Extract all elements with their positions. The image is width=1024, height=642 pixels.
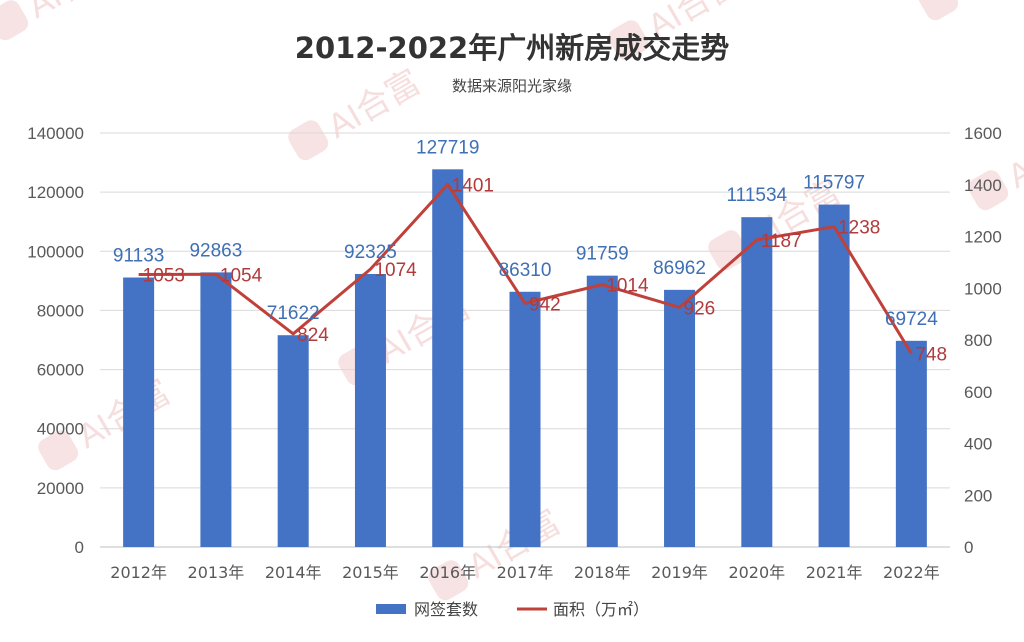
bar	[432, 169, 464, 548]
watermark-logo-icon	[0, 0, 29, 41]
legend: 网签套数 面积（万㎡）	[376, 600, 649, 619]
bar-data-labels: 91133 92863 71622 92325 127719 86310 91759 8696…	[113, 137, 938, 329]
x-tick-label: 2020年	[728, 563, 785, 582]
line-data-label: 1401	[452, 175, 494, 196]
watermark-logo-icon	[918, 0, 959, 21]
x-tick-label: 2015年	[342, 563, 399, 582]
watermark: AI合富	[0, 0, 127, 41]
bar	[200, 272, 232, 547]
y-right-tick-label: 600	[964, 383, 992, 402]
x-tick-label: 2017年	[497, 563, 554, 582]
y-axis-left: 0 20000 40000 60000 80000 100000 120000 140000	[27, 124, 84, 557]
bar-data-label: 127719	[416, 137, 479, 158]
line-path	[138, 182, 913, 355]
chart-subtitle: 数据来源阳光家缘	[452, 77, 572, 95]
x-tick-label: 2013年	[188, 563, 245, 582]
line-data-label: 1054	[220, 265, 263, 286]
legend-line-label: 面积（万㎡）	[553, 600, 649, 619]
bar-data-label: 69724	[885, 309, 938, 330]
y-right-tick-label: 400	[964, 435, 992, 454]
x-tick-label: 2018年	[574, 563, 631, 582]
line-series	[138, 182, 913, 355]
watermark-logo-icon	[288, 120, 329, 161]
bar-data-label: 111534	[727, 185, 788, 206]
x-tick-label: 2022年	[883, 563, 940, 582]
bar-data-label: 91133	[113, 246, 164, 267]
bar	[741, 217, 773, 547]
x-tick-label: 2019年	[651, 563, 708, 582]
chart-title: 2012-2022年广州新房成交走势	[295, 31, 729, 65]
bar	[664, 289, 696, 547]
line-data-label: 824	[297, 325, 329, 346]
y-left-tick-label: 20000	[37, 479, 84, 498]
legend-bar-label: 网签套数	[414, 600, 478, 619]
bar-data-label: 86310	[499, 260, 552, 281]
y-right-tick-label: 1000	[964, 279, 1002, 298]
bar	[509, 291, 541, 547]
watermark-logo-icon	[38, 430, 79, 471]
bar	[586, 275, 618, 547]
y-right-tick-label: 0	[964, 538, 973, 557]
line-data-label: 1053	[143, 266, 185, 287]
bar-data-label: 71622	[267, 303, 320, 324]
line-data-label: 1187	[761, 231, 802, 252]
line-data-label: 1014	[606, 276, 649, 297]
bar	[818, 204, 850, 548]
y-left-tick-label: 0	[75, 538, 84, 557]
y-left-tick-label: 80000	[37, 301, 84, 320]
y-right-tick-label: 1400	[964, 176, 1002, 195]
y-right-tick-label: 1200	[964, 228, 1002, 247]
bar	[123, 277, 155, 547]
bar	[895, 340, 927, 547]
x-tick-label: 2012年	[110, 563, 167, 582]
line-data-labels: 1053 1054 824 1074 1401 942 1014 926 1187 1238 748	[143, 175, 947, 365]
bar-data-label: 92863	[189, 240, 242, 261]
x-tick-label: 2014年	[265, 563, 322, 582]
bar-data-label: 115797	[803, 173, 865, 194]
line-data-label: 1238	[838, 218, 880, 239]
line-data-label: 748	[915, 344, 947, 365]
y-axis-right: 0 200 400 600 800 1000 1200 1400 1600	[964, 124, 1002, 557]
y-left-tick-label: 140000	[27, 124, 84, 143]
bar-data-label: 92325	[344, 242, 397, 263]
watermark-logo-icon	[428, 560, 469, 601]
line-data-label: 942	[529, 294, 561, 315]
bar-data-label: 91759	[576, 244, 629, 265]
line-data-label: 926	[684, 298, 716, 319]
y-left-tick-label: 100000	[27, 242, 84, 261]
watermark-text: AI合富	[1001, 113, 1024, 196]
y-right-tick-label: 800	[964, 331, 992, 350]
watermark-text: AI合富	[951, 0, 1024, 6]
y-right-tick-label: 1600	[964, 124, 1002, 143]
watermark: AI合富	[288, 63, 427, 161]
line-data-label: 1074	[374, 260, 417, 281]
watermark: AI合富	[918, 0, 1024, 21]
y-left-tick-label: 60000	[37, 361, 84, 380]
x-tick-label: 2021年	[806, 563, 863, 582]
bar	[354, 273, 386, 547]
x-tick-label: 2016年	[419, 563, 476, 582]
legend-bar-swatch	[376, 604, 406, 614]
y-left-tick-label: 120000	[27, 183, 84, 202]
y-left-tick-label: 40000	[37, 420, 84, 439]
watermark-logo-icon	[968, 170, 1009, 211]
y-right-tick-label: 200	[964, 486, 992, 505]
bar	[277, 335, 309, 547]
watermark-text: AI合富	[21, 0, 127, 26]
bar-data-label: 86962	[653, 258, 706, 279]
x-axis: 2012年 2013年 2014年 2015年 2016年 2017年 2018年 2019年…	[110, 563, 939, 582]
bar-series	[123, 169, 927, 548]
watermark-logo-icon	[608, 20, 649, 61]
watermark-logo-icon	[708, 230, 749, 271]
